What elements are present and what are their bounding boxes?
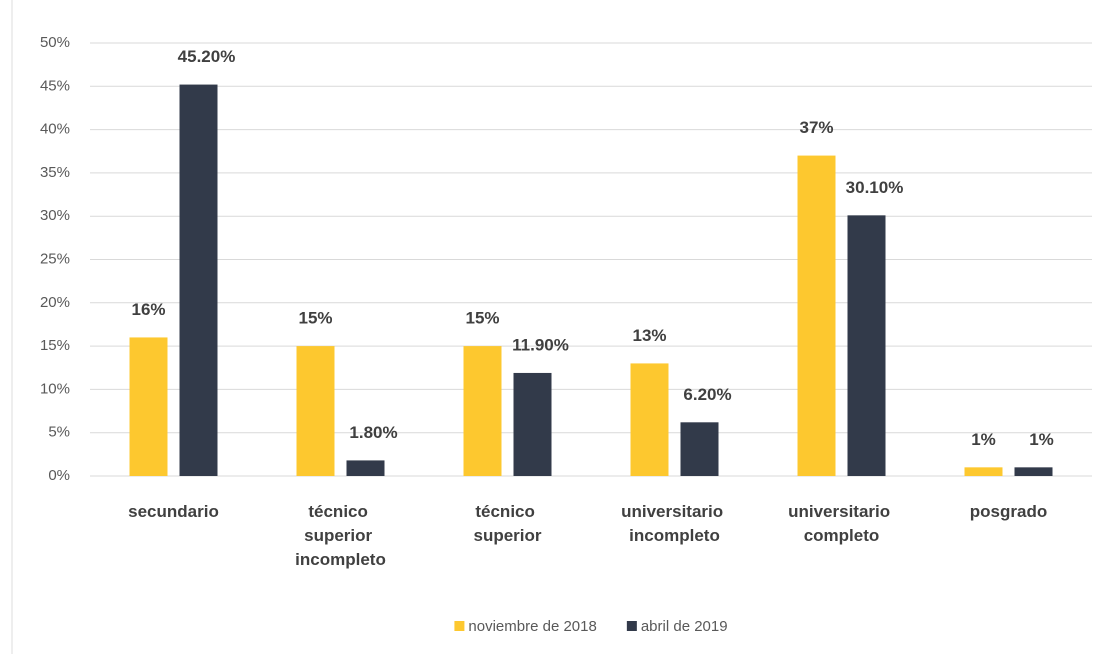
data-label: 15% (298, 309, 332, 328)
bar (179, 84, 218, 477)
bar (847, 215, 886, 477)
bar (964, 467, 1003, 476)
bar (797, 155, 836, 476)
y-tick-label: 35% (40, 164, 70, 181)
data-label: 13% (632, 326, 666, 345)
legend-label: noviembre de 2018 (468, 618, 596, 635)
data-label: 11.90% (512, 335, 569, 354)
y-tick-label: 30% (40, 207, 70, 224)
bar (463, 346, 502, 476)
x-tick-label: universitario incompleto (621, 502, 728, 545)
data-label: 16% (131, 300, 165, 319)
y-tick-label: 45% (40, 77, 70, 94)
x-tick-label: técnico superior incompleto (295, 502, 386, 569)
y-tick-label: 0% (48, 467, 70, 484)
chart-frame (11, 0, 1110, 654)
bar (296, 346, 335, 476)
x-tick-label: universitario completo (788, 502, 895, 545)
y-tick-label: 20% (40, 294, 70, 311)
y-tick-label: 5% (48, 424, 70, 441)
data-label: 15% (465, 309, 499, 328)
bar (630, 363, 669, 476)
bar (1014, 467, 1053, 476)
bar (513, 372, 552, 476)
y-tick-label: 25% (40, 250, 70, 267)
data-label: 1.80% (349, 423, 397, 442)
bar (680, 422, 719, 476)
data-label: 30.10% (846, 178, 904, 197)
legend-swatch (626, 621, 637, 631)
data-label: 1% (1029, 430, 1054, 449)
x-tick-label: técnico superior (473, 502, 541, 545)
data-label: 1% (971, 430, 996, 449)
bar (346, 460, 385, 476)
data-label: 6.20% (683, 385, 731, 404)
y-tick-label: 40% (40, 121, 70, 138)
y-tick-label: 50% (40, 34, 70, 51)
data-label: 37% (799, 118, 833, 137)
y-tick-label: 15% (40, 337, 70, 354)
y-tick-label: 10% (40, 380, 70, 397)
data-label: 45.20% (178, 47, 236, 66)
legend-swatch (454, 621, 465, 631)
bar (129, 337, 168, 476)
legend-label: abril de 2019 (641, 618, 728, 635)
x-tick-label: posgrado (970, 502, 1047, 521)
x-tick-label: secundario (128, 502, 219, 521)
